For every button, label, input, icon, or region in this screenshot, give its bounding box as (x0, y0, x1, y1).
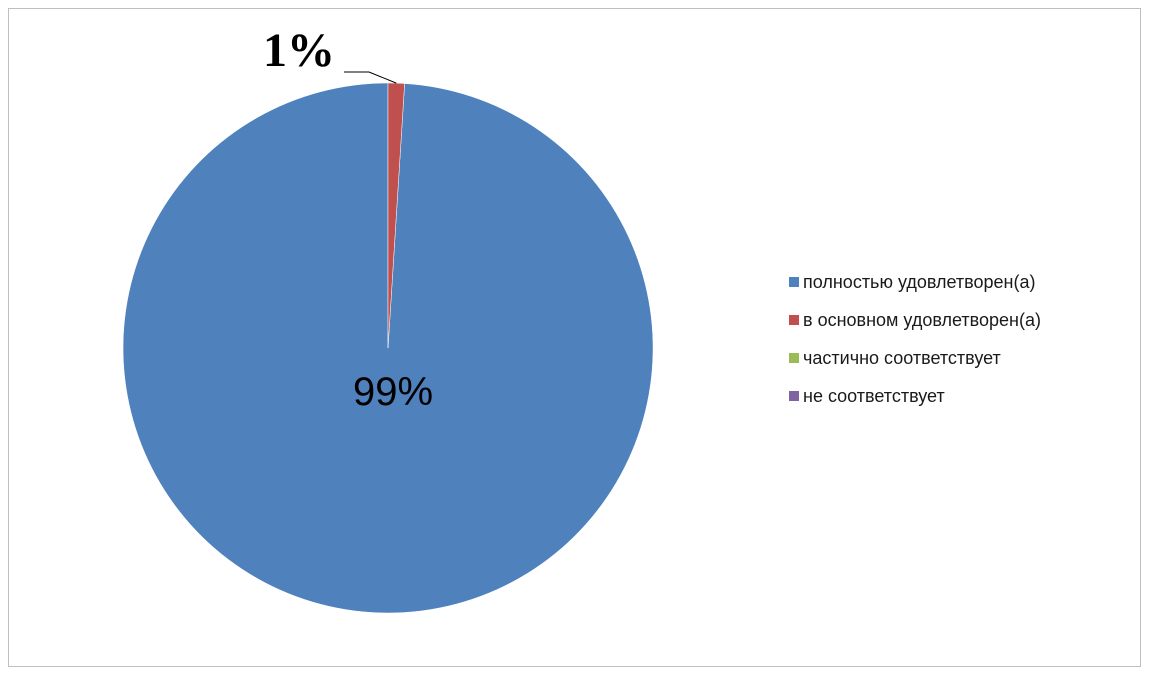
legend-swatch (789, 277, 799, 287)
leader-line (344, 71, 397, 84)
legend-item: полностью удовлетворен(а) (789, 270, 1041, 294)
pie-slice (387, 82, 405, 349)
legend-label: полностью удовлетворен(а) (803, 271, 1036, 292)
legend-label: не соответствует (803, 385, 945, 406)
chart-area: 99% 1% полностью удовлетворен(а) в основн… (8, 8, 1141, 667)
pie-slices (122, 82, 654, 614)
legend-label: частично соответствует (803, 347, 1001, 368)
legend-label: в основном удовлетворен(а) (803, 309, 1041, 330)
legend-item: частично соответствует (789, 346, 1041, 370)
legend-swatch (789, 391, 799, 401)
data-labels: 99% 1% (263, 24, 433, 414)
legend-item: не соответствует (789, 384, 1041, 408)
data-label: 99% (353, 370, 433, 414)
pie-chart: 99% 1% (122, 24, 654, 614)
data-label: 1% (263, 24, 335, 77)
legend: полностью удовлетворен(а) в основном удо… (789, 270, 1041, 422)
legend-swatch (789, 315, 799, 325)
legend-swatch (789, 353, 799, 363)
legend-item: в основном удовлетворен(а) (789, 308, 1041, 332)
